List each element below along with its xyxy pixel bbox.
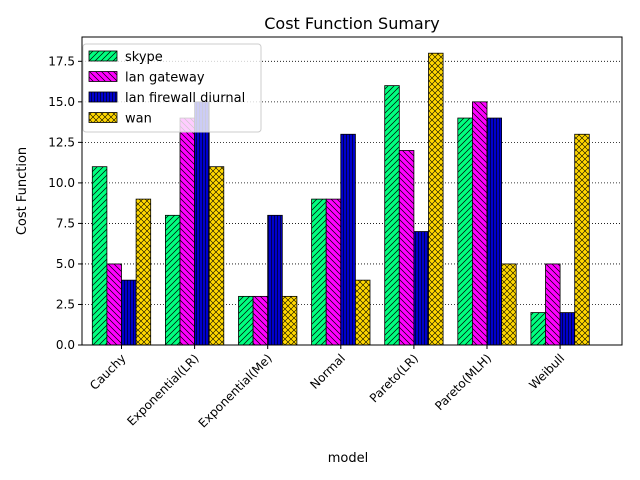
legend-swatch-hatch: [88, 71, 118, 82]
bar-hatch: [384, 85, 400, 346]
bar-hatch: [340, 133, 356, 346]
bar-hatch: [413, 231, 429, 346]
x-tick-label: Cauchy: [87, 351, 128, 392]
legend-label: wan: [125, 112, 152, 127]
legend-label: lan gateway: [125, 71, 205, 86]
bar-hatch: [428, 52, 444, 346]
bar-hatch: [208, 166, 225, 346]
bar-hatch: [311, 198, 327, 346]
plot-area: [81, 36, 623, 346]
x-axis-label: model: [328, 451, 368, 466]
legend: skype lan gateway lan firewall diurnal wan: [82, 43, 262, 133]
x-tick-label: Weibull: [526, 351, 567, 392]
chart-title: Cost Function Sumary: [264, 14, 440, 33]
y-tick-label: 15.0: [48, 95, 75, 109]
x-tick-label: Pareto(MLH): [432, 351, 494, 413]
y-axis-label: Cost Function: [15, 147, 30, 235]
legend-box: [82, 43, 262, 133]
bar-hatch: [281, 295, 298, 346]
legend-label: skype: [125, 50, 163, 65]
y-axis: 0.0 2.5 5.0 7.5 10.0 12.5 15.0 17.5: [48, 54, 82, 352]
bar-hatch: [398, 150, 415, 346]
bar-hatch: [194, 101, 210, 346]
legend-swatch-hatch: [88, 91, 118, 103]
legend-swatch-hatch: [88, 112, 118, 123]
legend-label: lan firewall diurnal: [125, 91, 245, 106]
bar-hatch: [91, 166, 108, 346]
bar-hatch: [574, 133, 590, 346]
bar-hatch: [501, 263, 517, 346]
y-tick-label: 12.5: [48, 135, 75, 149]
bar-hatch: [135, 198, 152, 346]
x-tick-label: Normal: [307, 351, 348, 392]
y-tick-label: 0.0: [56, 338, 75, 352]
bar-hatch: [267, 214, 283, 346]
bar-hatch: [471, 101, 488, 346]
bar-hatch: [457, 117, 473, 346]
bars: [91, 52, 590, 346]
x-tick-label: Pareto(LR): [367, 351, 421, 405]
bar-hatch: [238, 295, 254, 346]
bar-hatch: [164, 214, 181, 346]
y-tick-label: 10.0: [48, 176, 75, 190]
y-tick-label: 7.5: [56, 216, 75, 230]
bar-hatch: [559, 312, 576, 346]
bar-hatch: [354, 279, 371, 346]
bar-hatch: [106, 263, 122, 346]
y-tick-label: 2.5: [56, 297, 75, 311]
y-tick-label: 5.0: [56, 257, 75, 271]
legend-swatch-hatch: [88, 50, 118, 62]
bar-hatch: [486, 117, 503, 346]
bar-hatch: [325, 198, 342, 346]
bar-hatch: [545, 263, 561, 346]
bar-hatch: [252, 295, 269, 346]
bar-hatch: [530, 312, 546, 346]
x-tick-label: Exponential(LR): [124, 351, 201, 428]
bar-hatch: [121, 279, 137, 346]
x-tick-label: Exponential(Me): [196, 351, 275, 430]
y-tick-label: 17.5: [48, 54, 75, 68]
bar-hatch: [179, 117, 196, 346]
